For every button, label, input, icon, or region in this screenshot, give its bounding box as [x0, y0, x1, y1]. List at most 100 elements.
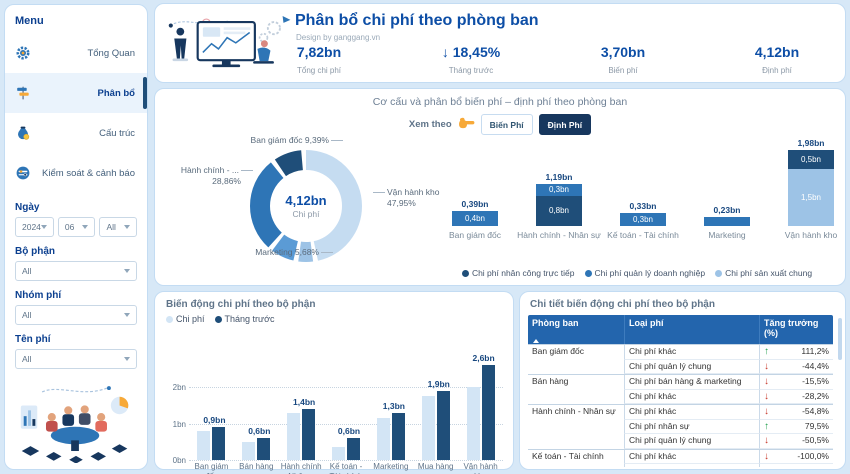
table-row[interactable]: Chi phí nhân sự ↑ 79,5%: [528, 419, 833, 435]
month-select[interactable]: 06: [57, 217, 96, 237]
bar-chi-phi[interactable]: [287, 412, 301, 460]
bar-group-5: 1,9bn: [413, 332, 458, 460]
donut-callout-hanh-chinh: Hành chính - ... 28,86%: [155, 165, 255, 187]
sidebar-item-2[interactable]: Cấu trúc: [5, 113, 147, 153]
cell-tang-truong: ↓ -28,2%: [759, 389, 833, 404]
bar-segment-nhan_cong[interactable]: 0,5bn: [788, 150, 834, 169]
table-scrollbar[interactable]: [838, 318, 842, 360]
up-arrow-icon: ↑: [764, 420, 769, 432]
cell-phong-ban: Hành chính - Nhân sự: [532, 406, 616, 416]
bar-thang-truoc[interactable]: [436, 390, 450, 460]
table-row[interactable]: Ban giám đốc Chi phí khác ↑ 111,2%: [528, 344, 833, 360]
bar-thang-truoc[interactable]: [347, 438, 360, 460]
stacked-column-0: 0,39bn 0,4bn Ban giám đốc: [433, 126, 517, 240]
bar-chi-phi[interactable]: [376, 418, 390, 460]
bar-segment-quan_ly[interactable]: 0,4bn: [452, 211, 498, 226]
bar-chi-phi[interactable]: [197, 430, 211, 460]
chevron-down-icon: [124, 269, 130, 273]
table-row[interactable]: Chi phí quản lý chung ↓ -50,5%: [528, 434, 833, 449]
kpi-caption: Biến phí: [608, 66, 638, 75]
toggle-dinh-phi-button[interactable]: Định Phí: [538, 114, 592, 135]
bar-segment-quan_ly[interactable]: 0,3bn: [620, 213, 666, 226]
donut-slice-0[interactable]: [250, 150, 362, 262]
cell-phong-ban: [528, 420, 624, 435]
header-illustration: [163, 9, 293, 80]
bar-segment-quan_ly[interactable]: [704, 217, 750, 226]
toggle-bien-phi-button[interactable]: Biến Phí: [480, 114, 533, 135]
category-label: Bán hàng: [239, 462, 274, 471]
down-arrow-icon: ↓: [764, 450, 769, 462]
sidebar-item-0[interactable]: Tổng Quan: [5, 33, 147, 73]
column-header-phong-ban[interactable]: Phòng ban: [528, 315, 624, 344]
kpi-number: 4,12bn: [754, 44, 800, 60]
kpi-caption: Tháng trước: [448, 66, 494, 75]
column-header-tang-truong[interactable]: Tăng trưởng (%): [759, 315, 833, 344]
table-header: Phòng ban Loại phí Tăng trưởng (%): [528, 315, 833, 344]
down-arrow-icon: ↓: [441, 44, 453, 60]
bar-thang-truoc[interactable]: [391, 412, 405, 460]
legend-item-nhan_cong: Chi phí nhân công trực tiếp: [461, 268, 575, 278]
cell-tang-truong: ↓ -44,4%: [759, 359, 833, 374]
variation-legend: Chi phí Tháng trước: [166, 314, 274, 324]
table-row[interactable]: Bán hàng Chi phí bán hàng & marketing ↓ -15…: [528, 374, 833, 390]
filter-select-0[interactable]: All: [15, 261, 137, 281]
sidebar-menu: Tổng Quan Phân bổ Cấu trúc Kiểm soát & cảnh…: [5, 33, 147, 193]
table-row[interactable]: Chi phí quản lý chung ↓ -1,9%: [528, 464, 833, 467]
bar-thang-truoc[interactable]: [212, 427, 226, 460]
table-row[interactable]: Chi phí quản lý chung ↓ -44,4%: [528, 359, 833, 374]
stacked-column-3: 0,23bn Marketing: [685, 126, 769, 240]
legend-dot: [166, 315, 173, 323]
kpi-number: 18,45%: [452, 44, 501, 60]
moneybag-icon: [15, 125, 31, 141]
bar-thang-truoc[interactable]: [302, 408, 316, 460]
bar-segment-san_xuat[interactable]: 1,5bn: [788, 169, 834, 226]
legend-item-1: Tháng trước: [214, 314, 274, 324]
bar-total-label: 0,39bn: [461, 199, 489, 210]
kpi-value: 3,70bn: [553, 44, 693, 60]
donut-slice-3[interactable]: [250, 150, 362, 262]
bar-chi-phi[interactable]: [466, 387, 480, 460]
bar-chi-phi[interactable]: [332, 447, 345, 460]
stacked-bar[interactable]: 0,4bn: [452, 211, 498, 226]
filter-label-1: Nhóm phí: [15, 290, 62, 301]
bar-value-label: 1,4bn: [293, 396, 316, 407]
bar-thang-truoc[interactable]: [257, 438, 271, 460]
table-row[interactable]: Hành chính - Nhân sự Chi phí khác ↓ -54,8%: [528, 404, 833, 420]
donut-slice-1[interactable]: [250, 150, 362, 262]
bar-segment-nhan_cong[interactable]: 0,8bn: [536, 195, 582, 226]
detail-table: Phòng ban Loại phí Tăng trưởng (%) Ban g…: [528, 315, 833, 467]
cell-tang-truong: ↓ -100,0%: [759, 449, 833, 464]
structure-panel: Cơ cấu và phân bổ biến phí – định phí th…: [154, 88, 846, 286]
page-title: Phân bổ chi phí theo phòng ban: [295, 12, 539, 29]
bar-thang-truoc[interactable]: [481, 365, 495, 460]
legend-item-quan_ly: Chi phí quản lý doanh nghiệp: [584, 268, 705, 278]
column-header-loai-phi[interactable]: Loại phí: [624, 315, 759, 344]
kpi-2: 3,70bn Biến phí: [553, 44, 693, 75]
grouped-bar-chart: 2bn 1bn 0bn 0,9bn 0,6bn 1,4bn 0,6bn 1,3bn 1,9…: [173, 332, 503, 465]
sidebar-item-1[interactable]: Phân bổ: [5, 73, 147, 113]
filter-select-2[interactable]: All: [15, 349, 137, 369]
legend-dot: [461, 269, 469, 277]
bar-chi-phi[interactable]: [242, 441, 256, 460]
stacked-bar[interactable]: [704, 217, 750, 226]
gridline-2bn: 2bn: [173, 383, 503, 392]
day-select[interactable]: All: [99, 217, 138, 237]
filter-select-1[interactable]: All: [15, 305, 137, 325]
stacked-bar[interactable]: 1,5bn 0,5bn: [788, 150, 834, 226]
kpi-number: 7,82bn: [296, 44, 342, 60]
table-row[interactable]: Kế toán - Tài chính Chi phí khác ↓ -100,0%: [528, 448, 833, 464]
table-row[interactable]: Chi phí khác ↓ -28,2%: [528, 389, 833, 404]
filter-group: Bộ phận All Nhóm phí All Tên phí All: [15, 246, 137, 369]
kpi-3: 4,12bn Định phí: [707, 44, 847, 75]
stacked-bar[interactable]: 0,3bn: [620, 213, 666, 226]
bar-segment-quan_ly[interactable]: 0,3bn: [536, 184, 582, 196]
bar-group-6: 2,6bn: [458, 332, 503, 460]
year-select[interactable]: 2024: [15, 217, 54, 237]
bar-chi-phi[interactable]: [421, 396, 435, 460]
chevron-down-icon: [82, 225, 89, 229]
chevron-down-icon: [40, 225, 47, 229]
sort-asc-icon: [533, 339, 539, 343]
sidebar-item-3[interactable]: Kiểm soát & cảnh báo: [5, 153, 147, 193]
sidebar-item-label: Kiểm soát & cảnh báo: [42, 167, 135, 179]
stacked-bar[interactable]: 0,8bn 0,3bn: [536, 184, 582, 226]
